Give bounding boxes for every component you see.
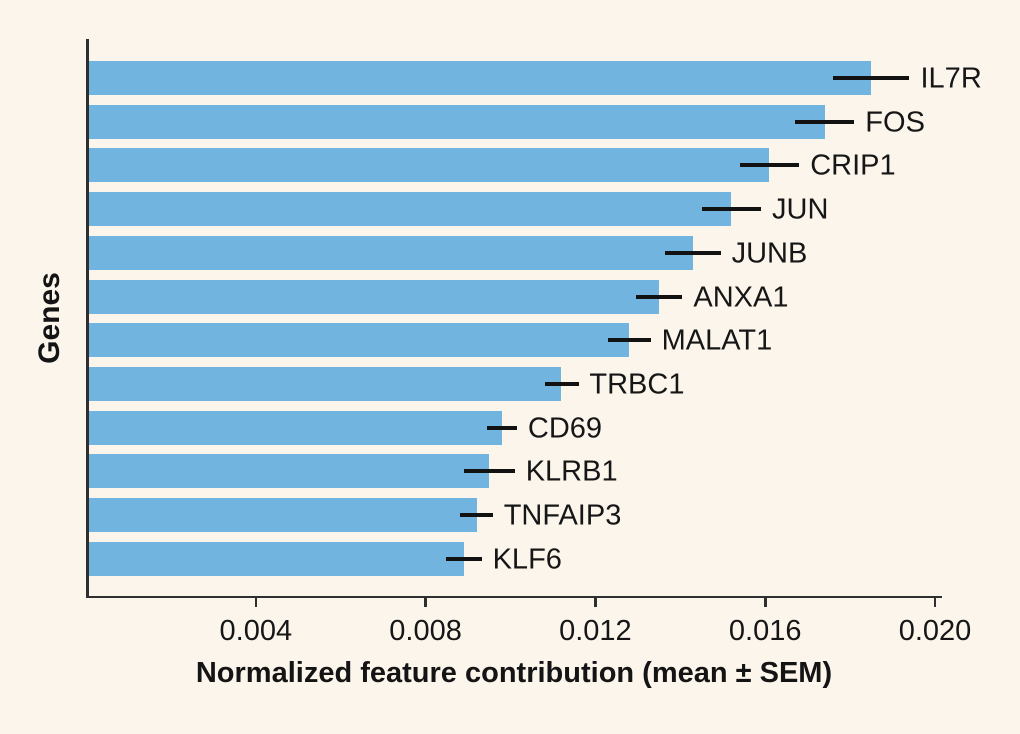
gene-label-anxa1: ANXA1 (693, 281, 789, 313)
plot-area: IL7R FOS CRIP1 JUN JUNB ANXA1 MALAT1 TRBC1 CD69 K… (86, 39, 982, 646)
error-bar-crip1 (739, 163, 800, 168)
bar-crip1 (86, 148, 770, 183)
y-axis-line (86, 39, 89, 598)
error-bar-cd69 (487, 425, 517, 430)
x-axis-tick-label: 0.008 (389, 615, 462, 647)
bar-il7r (86, 61, 872, 95)
error-bar-klf6 (446, 556, 482, 561)
gene-label-junb: JUNB (731, 237, 808, 270)
x-axis-tick-label: 0.020 (898, 615, 972, 647)
error-bar-klrb1 (463, 469, 515, 474)
error-bar-fos (794, 119, 855, 124)
gene-label-tnfaip3: TNFAIP3 (503, 499, 622, 532)
bar-anxa1 (86, 279, 660, 314)
bar-cd69 (86, 410, 502, 445)
x-axis-tick-label: 0.012 (559, 615, 632, 647)
bar-klf6 (86, 541, 464, 576)
gene-label-malat1: MALAT1 (661, 324, 773, 357)
x-axis-tick (424, 598, 427, 607)
gene-label-jun: JUN (772, 193, 829, 226)
error-bar-anxa1 (635, 294, 683, 299)
bar-tnfaip3 (86, 498, 477, 532)
error-bar-jun (701, 207, 761, 212)
bar-klrb1 (86, 454, 490, 489)
x-axis-tick-label: 0.016 (728, 615, 802, 647)
x-axis-line (86, 595, 942, 598)
x-axis-tick (933, 598, 937, 607)
bar-junb (86, 235, 693, 270)
gene-label-il7r: IL7R (920, 62, 982, 95)
y-axis-title: Genes (33, 272, 66, 364)
error-bar-malat1 (608, 338, 651, 343)
bar-trbc1 (86, 366, 562, 401)
gene-label-trbc1: TRBC1 (589, 368, 685, 401)
x-axis-tick (254, 598, 258, 607)
error-bar-junb (665, 250, 721, 255)
gene-label-klf6: KLF6 (492, 543, 562, 576)
bar-malat1 (86, 323, 630, 358)
bar-fos (86, 104, 825, 139)
bar-jun (86, 192, 732, 227)
x-axis-tick (594, 598, 597, 607)
error-bar-trbc1 (544, 381, 579, 386)
gene-label-fos: FOS (865, 106, 925, 139)
gene-label-crip1: CRIP1 (810, 149, 896, 182)
gene-label-cd69: CD69 (527, 412, 603, 445)
error-bar-il7r (833, 76, 910, 80)
gene-label-klrb1: KLRB1 (525, 455, 618, 488)
error-bar-tnfaip3 (460, 513, 493, 517)
x-axis-title: Normalized feature contribution (mean ± … (195, 657, 833, 689)
x-axis-tick-label: 0.004 (219, 615, 293, 647)
x-axis-tick (764, 598, 767, 607)
